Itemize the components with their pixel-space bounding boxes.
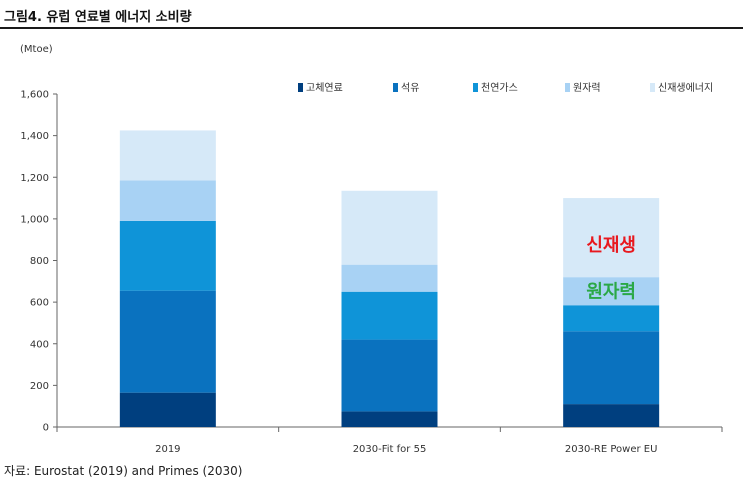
legend-label: 석유 <box>401 82 419 94</box>
x-tick-label: 2030-RE Power EU <box>565 444 658 455</box>
bars <box>119 130 660 427</box>
x-axis: 2019 2030-Fit for 55 2030-RE Power EU <box>56 426 723 455</box>
y-axis: 0 200 400 600 800 1,000 1,200 1,400 1,600 <box>20 90 58 434</box>
title-divider <box>0 27 743 29</box>
y-tick-label: 1,200 <box>20 173 49 184</box>
bar-segment <box>341 339 438 412</box>
source-note: 자료: Eurostat (2019) and Primes (2030) <box>4 464 243 478</box>
legend-swatch <box>298 83 303 92</box>
legend-swatch <box>393 83 398 92</box>
bar-segment <box>341 190 438 265</box>
bar-segment <box>119 180 216 221</box>
legend-swatch <box>650 83 655 92</box>
y-tick-label: 600 <box>30 298 49 309</box>
x-tick-label: 2030-Fit for 55 <box>353 444 427 455</box>
legend-swatch <box>565 83 570 92</box>
bar-segment <box>341 264 438 292</box>
y-tick-label: 1,400 <box>20 131 49 142</box>
annotation-label: 신재생 <box>586 235 636 256</box>
bar-segment <box>119 130 216 181</box>
legend: 고체연료 석유 천연가스 원자력 신재생에너지 <box>298 82 713 94</box>
y-tick-label: 1,000 <box>20 214 49 225</box>
bar-segment <box>341 411 438 427</box>
bar-segment <box>119 290 216 393</box>
legend-label: 신재생에너지 <box>658 82 713 94</box>
bar-segment <box>563 404 660 427</box>
y-axis-unit: (Mtoe) <box>20 44 53 55</box>
legend-swatch <box>473 83 478 92</box>
legend-label: 원자력 <box>573 82 601 94</box>
y-tick-label: 0 <box>43 423 49 434</box>
legend-label: 고체연료 <box>306 82 343 94</box>
bar-segment <box>563 331 660 405</box>
legend-label: 천연가스 <box>481 82 518 94</box>
bar-segment <box>563 277 660 306</box>
x-tick-label: 2019 <box>155 444 180 455</box>
bar-segment <box>563 305 660 332</box>
y-tick-label: 400 <box>30 339 49 350</box>
y-tick-label: 800 <box>30 256 49 267</box>
bar-segment <box>119 392 216 427</box>
stacked-bar-chart: 고체연료 석유 천연가스 원자력 신재생에너지 02004006008001,0001,… <box>20 82 723 455</box>
y-tick-label: 1,600 <box>20 90 49 101</box>
figure-title: 그림4. 유럽 연료별 에너지 소비량 <box>4 10 192 25</box>
y-tick-label: 200 <box>30 381 49 392</box>
bar-segment <box>563 198 660 278</box>
bar-segment <box>341 291 438 340</box>
bar-segment <box>119 220 216 291</box>
annotation-label: 원자력 <box>586 282 636 303</box>
